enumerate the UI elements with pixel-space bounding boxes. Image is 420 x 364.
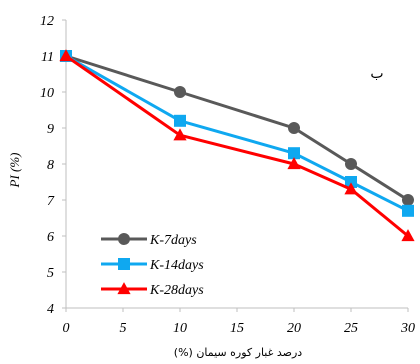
series-K-7days (60, 50, 414, 206)
y-tick-label: 8 (47, 158, 54, 173)
tick-labels: 4 5 6 7 8 9 10 11 12 0 5 10 15 20 25 30 (40, 14, 415, 336)
legend-label: K-28days (149, 283, 204, 298)
x-tick-label: 30 (400, 321, 415, 336)
x-tick-label: 20 (287, 321, 301, 336)
x-tick-label: 10 (173, 321, 187, 336)
legend-entry: K-7days (101, 233, 197, 248)
panel-annotation: ب (370, 66, 383, 82)
data-point (174, 114, 186, 127)
legend-marker (117, 282, 131, 295)
series-K-14days (60, 50, 414, 217)
x-tick-label: 15 (230, 321, 244, 336)
data-point (402, 204, 414, 217)
legend-label: K-7days (149, 233, 197, 248)
legend-entry: K-14days (101, 258, 204, 273)
x-tick-label: 5 (120, 321, 127, 336)
x-axis-label: درصد غبار کوره سیمان (%) (174, 346, 303, 359)
data-point (401, 229, 415, 242)
y-tick-label: 6 (47, 230, 54, 245)
y-tick-label: 5 (47, 266, 54, 281)
data-point (59, 49, 73, 62)
data-point (287, 157, 301, 170)
y-tick-label: 9 (47, 122, 54, 137)
y-tick-label: 4 (47, 302, 54, 317)
data-point (288, 122, 300, 134)
y-tick-label: 11 (41, 50, 54, 65)
x-tick-label: 0 (63, 321, 70, 336)
legend: K-7days K-14days K-28days (101, 233, 204, 298)
series-K-28days (59, 49, 415, 242)
y-tick-label: 7 (47, 194, 55, 209)
data-point (173, 128, 187, 141)
data-point (288, 147, 300, 160)
legend-label: K-14days (149, 258, 204, 273)
y-axis-label: PI (%) (7, 152, 22, 188)
data-point (402, 194, 414, 206)
data-point (174, 86, 186, 98)
data-point (345, 176, 357, 188)
x-tick-label: 25 (344, 321, 358, 336)
legend-entry: K-28days (101, 282, 204, 298)
series-line (65, 54, 409, 238)
y-tick-label: 10 (40, 86, 54, 101)
data-point (345, 158, 357, 170)
data-point (344, 182, 358, 195)
y-tick-label: 12 (40, 14, 54, 29)
legend-marker (118, 258, 130, 270)
series-lines (59, 49, 415, 242)
legend-marker (118, 233, 130, 245)
